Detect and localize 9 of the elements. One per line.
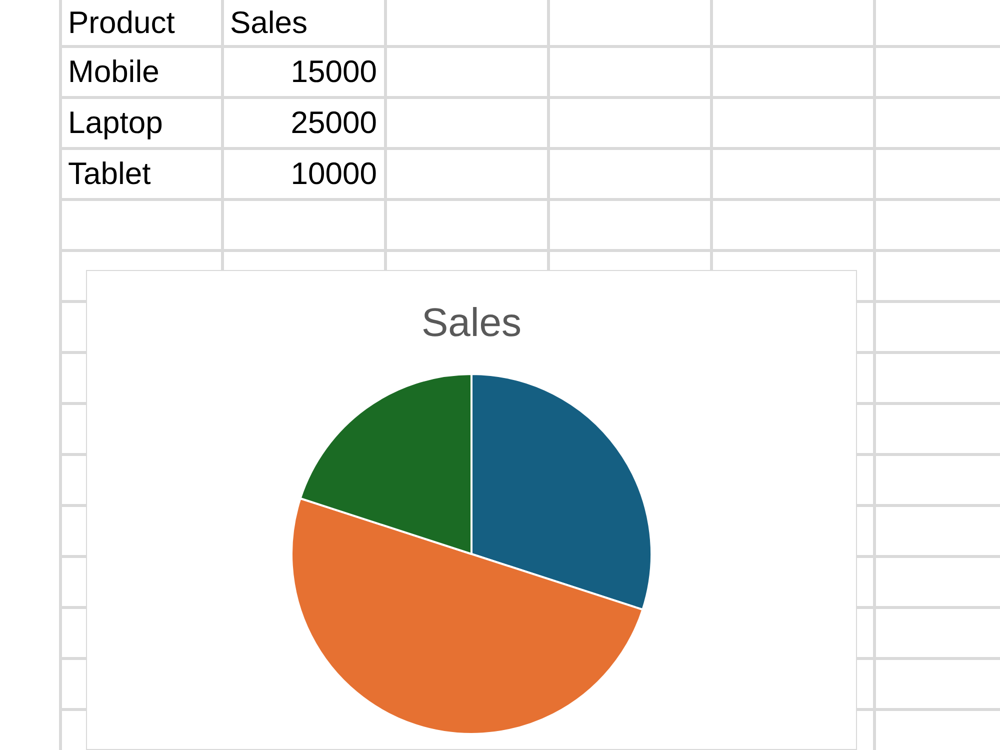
chart-title: Sales <box>421 301 522 346</box>
data-label: 10000 <box>290 155 377 193</box>
category-label: Mobile <box>68 53 160 91</box>
category-label: Tablet <box>68 155 152 193</box>
text: Sales <box>230 4 309 42</box>
data-label: 15000 <box>290 53 377 91</box>
text: Product <box>68 4 176 42</box>
data-label: 25000 <box>290 104 377 142</box>
category-label: Laptop <box>68 104 164 142</box>
